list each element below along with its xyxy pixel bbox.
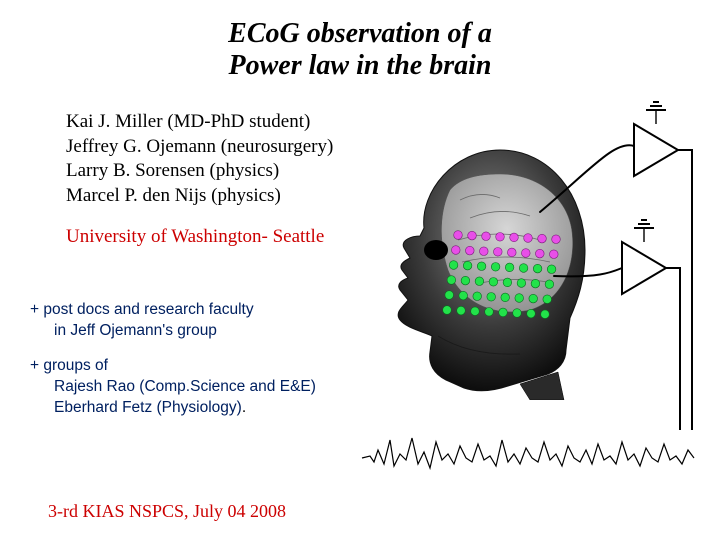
amplifier-top-icon [634, 124, 678, 176]
collab-line: + post docs and research faculty [30, 300, 316, 321]
author-row: Kai J. Miller (MD-PhD student) [66, 110, 333, 135]
collab-line: Eberhard Fetz (Physiology). [30, 398, 316, 419]
slide-root: ECoG observation of a Power law in the b… [0, 0, 720, 540]
collab-line: + groups of [30, 356, 316, 377]
university-line: University of Washington- Seattle [66, 226, 324, 248]
title-line-2: Power law in the brain [0, 50, 720, 82]
lead-wire-top [540, 145, 634, 212]
spacer [30, 342, 316, 356]
title-line-1: ECoG observation of a [0, 18, 720, 50]
lead-wire-bottom [554, 268, 622, 276]
author-row: Jeffrey G. Ojemann (neurosurgery) [66, 135, 333, 160]
collaborators-block: + post docs and research faculty in Jeff… [30, 300, 316, 419]
head-ecog-figure [360, 100, 700, 430]
amplifier-bottom-icon [622, 242, 666, 294]
author-row: Larry B. Sorensen (physics) [66, 159, 333, 184]
collab-line: in Jeff Ojemann's group [30, 321, 316, 342]
collab-sub: Eberhard Fetz (Physiology) [54, 399, 242, 416]
author-list: Kai J. Miller (MD-PhD student) Jeffrey G… [66, 110, 333, 209]
author-row: Marcel P. den Nijs (physics) [66, 184, 333, 209]
amp-out-bottom [666, 268, 680, 430]
conference-footer: 3-rd KIAS NSPCS, July 04 2008 [48, 501, 286, 522]
collab-line: Rajesh Rao (Comp.Science and E&E) [30, 377, 316, 398]
ecog-signal-path [362, 438, 694, 468]
slide-title: ECoG observation of a Power law in the b… [0, 18, 720, 82]
period: . [242, 399, 246, 416]
signal-waveform-svg [360, 420, 700, 490]
amplifier-wiring-svg [360, 100, 700, 430]
